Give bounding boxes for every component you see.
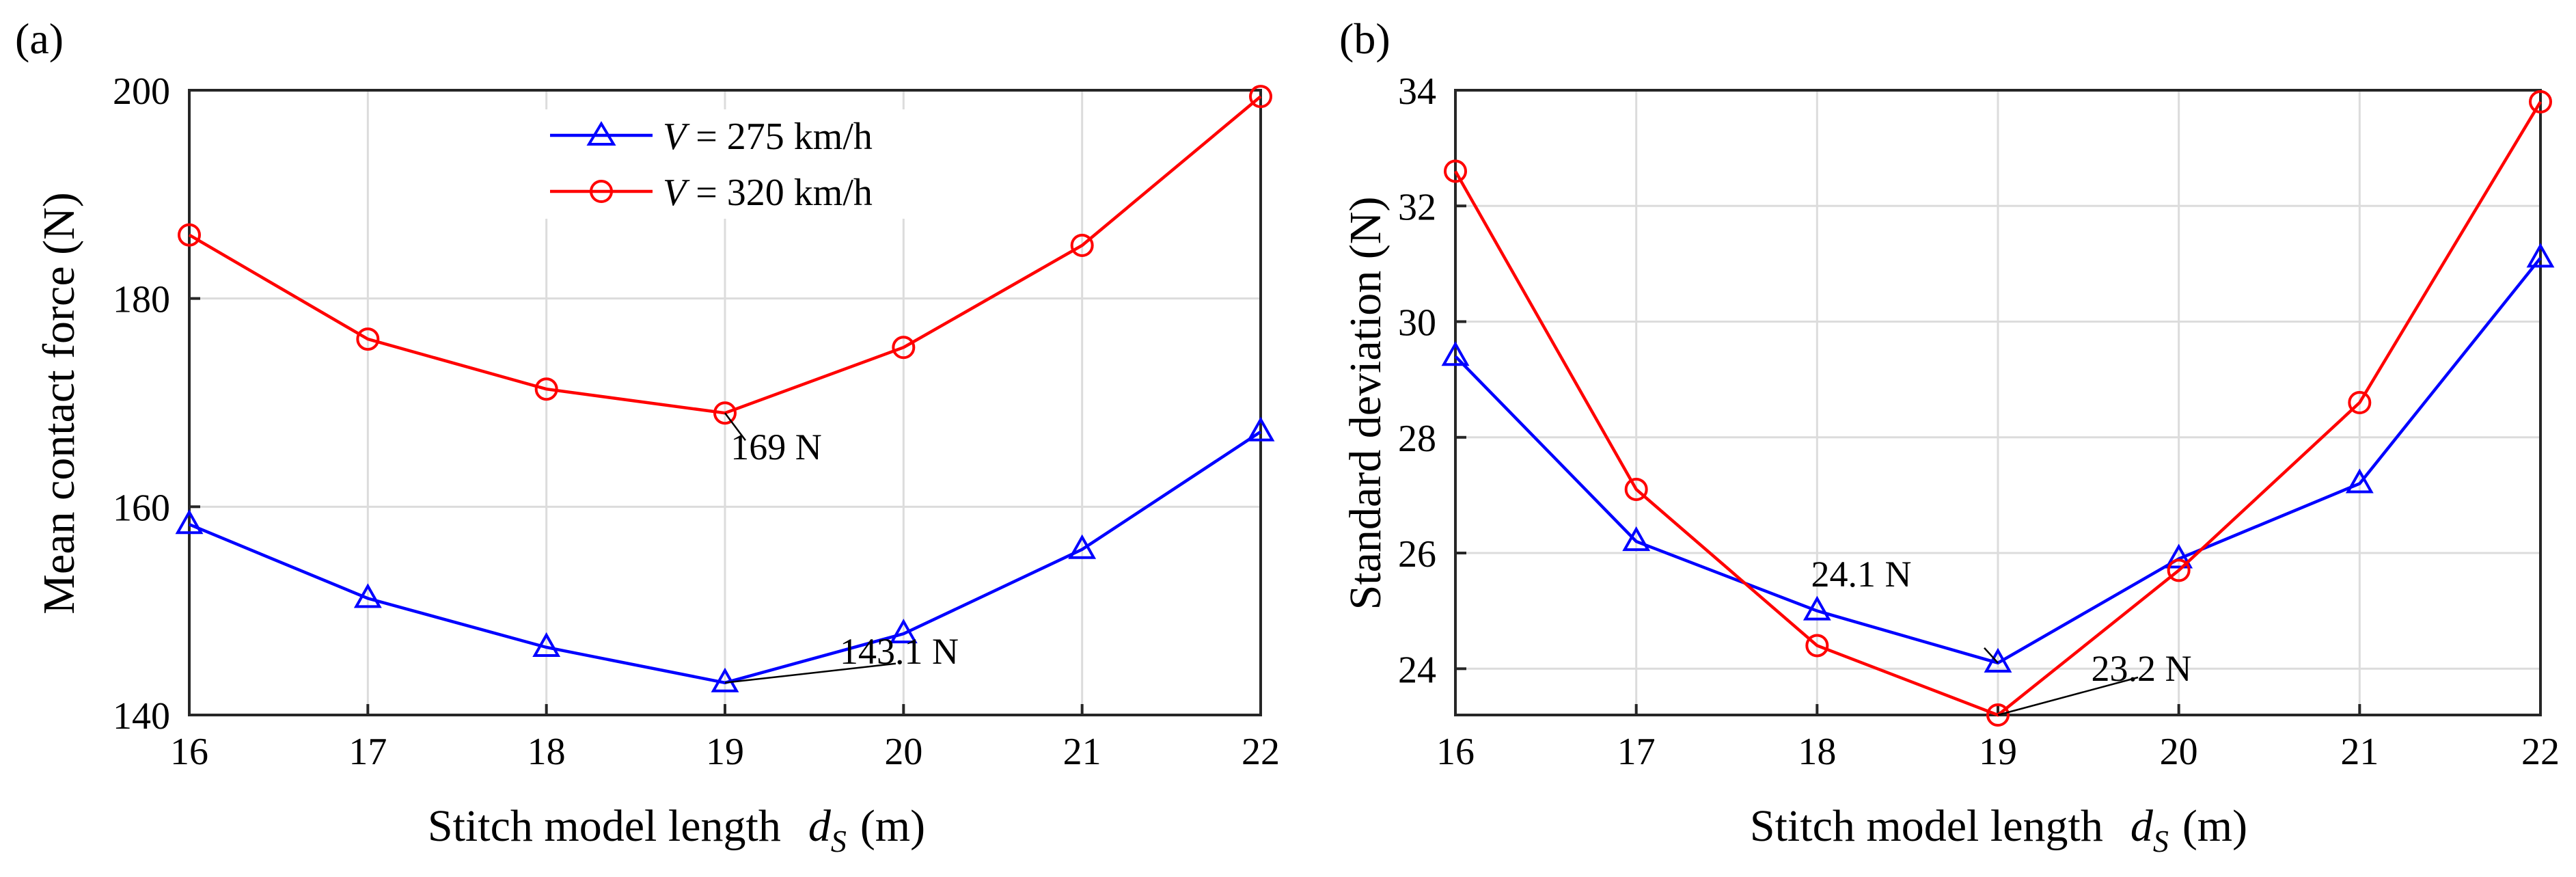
panel-a-y-tick-label: 140 [113,695,170,738]
panel-a-x-axis-subscript: S [831,824,847,859]
panel-a-triangle-marker [889,619,918,644]
panel-b-y-tick-label: 28 [1398,418,1436,460]
panel-a-x-tick-label: 22 [1242,731,1280,773]
panel-a: (a) Mean contact force (N) Stitch model … [15,14,1280,859]
panel-b-annotation-leader [1984,647,1999,664]
panel-b-x-tick-label: 22 [2521,731,2560,773]
panel-b-y-tick-label: 26 [1398,533,1436,576]
panel-a-triangle-marker [353,583,382,608]
panel-a-annotation-label: 169 N [730,427,822,468]
panel-b-y-tick-label: 34 [1398,70,1436,113]
panel-a-circle-marker [356,327,380,351]
panel-b-circle-marker [2529,90,2552,113]
panel-b-x-tick-label: 16 [1436,731,1475,773]
panel-b-x-axis-label: Stitch model length dS (m) [1750,801,2247,859]
panel-a-triangle-marker [532,632,561,657]
panel-a-annotation-leader [724,412,746,441]
panel-b-y-axis-label: Standard deviation (N) [1341,197,1390,610]
panel-b-x-tick-label: 18 [1798,731,1836,773]
panel-a-x-axis-symbol: d [808,801,832,851]
panel-b-circle-marker [1444,159,1467,183]
panel-a-circle-marker [1249,85,1272,109]
panel-b-triangle-marker [2165,543,2193,569]
panel-b-triangle-marker [1984,647,2012,673]
panel-a-circle-marker [713,401,737,425]
panel-a-annotation-leader [724,662,896,684]
panel-b: (b) Standard deviation (N) Stitch model … [1339,14,2560,859]
panel-a-circle-marker [534,377,558,401]
panel-b-y-tick-label: 32 [1398,186,1436,228]
panel-a-y-tick-label: 180 [113,279,170,321]
panel-a-y-axis-label: Mean contact force (N) [34,192,84,615]
panel-a-x-tick-label: 21 [1063,731,1101,773]
panel-b-circle-marker [1624,477,1648,501]
panel-b-triangle-marker [1622,526,1651,552]
panel-b-label: (b) [1339,14,1390,63]
panel-a-x-tick-label: 16 [170,731,208,773]
panel-a-x-tick-label: 20 [884,731,922,773]
panel-b-x-tick-label: 21 [2340,731,2379,773]
panel-b-y-tick-label: 24 [1398,649,1436,691]
panel-a-label: (a) [15,14,64,63]
panel-b-circle-marker [2167,558,2191,582]
panel-b-annotation-label: 24.1 N [1811,554,1912,595]
panel-a-triangle-marker [175,509,204,535]
legend-triangle-marker [586,121,616,146]
panel-b-annotation-leader [1997,676,2139,716]
legend-circle-marker [590,180,613,203]
legend-label-320: V = 320 km/h [663,172,873,214]
panel-b-x-tick-label: 19 [1979,731,2017,773]
panel-b-x-tick-label: 17 [1617,731,1656,773]
panel-b-triangle-marker [2526,243,2555,268]
panel-b-x-axis-label-text: Stitch model length [1750,801,2103,851]
panel-a-circle-marker [178,223,201,247]
panel-a-circle-marker [892,336,916,360]
panel-a-legend: V = 275 km/h V = 320 km/h [540,109,909,219]
panel-a-x-tick-label: 18 [527,731,566,773]
panel-b-x-axis-unit: (m) [2182,801,2247,851]
panel-a-circle-marker [1070,233,1094,257]
panel-a-x-tick-label: 19 [706,731,744,773]
panel-b-triangle-marker [2345,468,2374,494]
panel-a-x-tick-label: 17 [348,731,387,773]
panel-a-triangle-marker [1068,534,1097,559]
panel-b-circle-marker [2348,391,2372,414]
panel-b-x-axis-subscript: S [2153,824,2169,859]
panel-a-annotation-label: 143.1 N [840,631,959,672]
panel-a-y-tick-label: 160 [113,487,170,529]
panel-b-y-tick-label: 30 [1398,302,1436,345]
panel-b-annotation-label: 23.2 N [2092,648,2192,689]
panel-b-triangle-marker [1803,595,1831,621]
panel-a-x-axis-unit: (m) [860,801,925,851]
panel-b-triangle-marker [1441,341,1470,366]
panel-a-triangle-marker [1246,416,1275,442]
panel-a-x-axis-label: Stitch model length dS (m) [428,801,925,859]
panel-b-x-tick-label: 20 [2160,731,2198,773]
legend-label-275: V = 275 km/h [663,116,873,158]
panel-a-y-tick-label: 200 [113,70,170,113]
panel-b-circle-marker [1986,703,2010,727]
panel-b-x-axis-symbol: d [2130,801,2154,851]
panel-a-x-axis-label-text: Stitch model length [428,801,781,851]
panel-b-circle-marker [1805,634,1829,658]
panel-a-triangle-marker [711,667,739,692]
